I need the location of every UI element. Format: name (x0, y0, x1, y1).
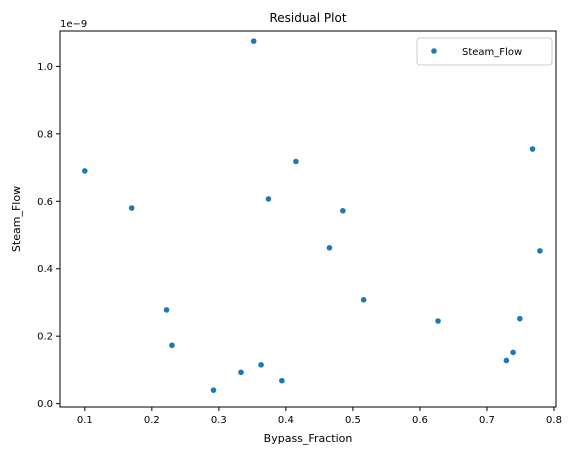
x-tick-label: 0.4 (278, 415, 294, 426)
axes-frame (59, 30, 557, 408)
x-tick-label: 0.8 (546, 415, 562, 426)
x-tick-label: 0.3 (211, 415, 227, 426)
chart-title: Residual Plot (269, 11, 346, 25)
x-axis-label: Bypass_Fraction (264, 432, 353, 445)
data-point (279, 377, 285, 384)
data-point (210, 387, 217, 393)
legend-label: Steam_Flow (462, 47, 522, 58)
data-point (82, 168, 88, 174)
x-tick-label: 0.5 (345, 415, 361, 426)
y-tick-label: 0.2 (37, 332, 53, 343)
data-point (360, 296, 367, 303)
x-axis: 0.1 0.2 0.3 0.4 0.5 0.6 0.7 0.8 (77, 407, 562, 426)
data-point (340, 207, 346, 214)
y-axis: 0.0 0.2 0.4 0.6 0.8 1.0 (37, 62, 60, 410)
data-point (435, 318, 441, 324)
data-point (537, 248, 543, 254)
data-point (128, 205, 135, 211)
y-offset-label: 1e−9 (60, 19, 87, 30)
data-point (326, 245, 333, 251)
data-point (503, 357, 510, 364)
y-tick-label: 0.0 (37, 399, 53, 410)
data-point (169, 342, 175, 349)
data-point (265, 196, 272, 202)
y-tick-label: 0.8 (37, 129, 53, 140)
x-tick-label: 0.7 (479, 415, 495, 426)
legend-box (416, 37, 553, 66)
data-point (238, 369, 244, 376)
data-point (293, 158, 299, 165)
x-tick-label: 0.2 (144, 415, 160, 426)
plot-area (82, 38, 543, 393)
y-tick-label: 0.6 (37, 197, 53, 208)
data-point (517, 315, 523, 322)
data-point (510, 349, 516, 356)
data-point (529, 146, 536, 152)
x-tick-label: 0.6 (412, 415, 428, 426)
data-point (163, 307, 170, 313)
data-point (250, 38, 257, 44)
y-axis-label: Steam_Flow (10, 186, 23, 252)
x-tick-label: 0.1 (77, 415, 93, 426)
legend: Steam_Flow (416, 37, 553, 66)
y-tick-label: 1.0 (37, 62, 53, 73)
y-tick-label: 0.4 (37, 264, 53, 275)
data-point (258, 362, 264, 368)
legend-marker (431, 48, 437, 54)
